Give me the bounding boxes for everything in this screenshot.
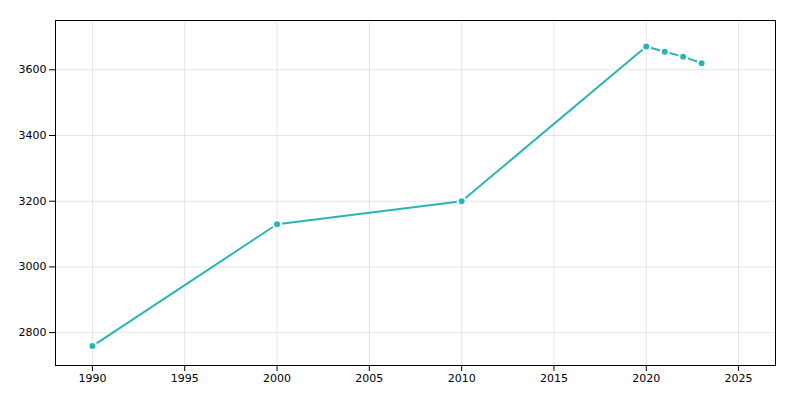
svg-text:2025: 2025 — [725, 372, 753, 385]
svg-text:2000: 2000 — [263, 372, 291, 385]
svg-text:2010: 2010 — [448, 372, 476, 385]
svg-text:3000: 3000 — [19, 260, 47, 273]
svg-text:2800: 2800 — [19, 326, 47, 339]
svg-text:2020: 2020 — [632, 372, 660, 385]
svg-text:1995: 1995 — [171, 372, 199, 385]
svg-text:3200: 3200 — [19, 195, 47, 208]
svg-text:2015: 2015 — [540, 372, 568, 385]
svg-text:3400: 3400 — [19, 129, 47, 142]
svg-text:2005: 2005 — [355, 372, 383, 385]
svg-text:3600: 3600 — [19, 63, 47, 76]
svg-text:1990: 1990 — [78, 372, 106, 385]
